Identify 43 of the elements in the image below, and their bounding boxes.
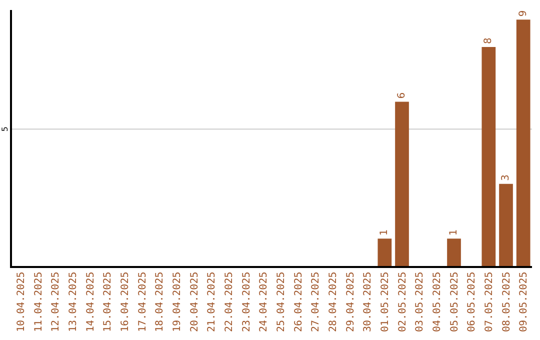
x-tick-label: 15.04.2025 <box>102 272 114 332</box>
bar <box>378 238 392 266</box>
x-tick-label: 22.04.2025 <box>224 272 235 332</box>
x-tick-label: 14.04.2025 <box>85 272 96 332</box>
bar <box>499 184 513 266</box>
x-tick-label: 29.04.2025 <box>345 272 356 332</box>
x-tick-label: 01.05.2025 <box>380 272 391 332</box>
bar <box>447 238 461 266</box>
bar <box>395 102 409 266</box>
x-tick-label: 06.05.2025 <box>466 272 478 332</box>
x-tick-label: 24.04.2025 <box>258 272 270 332</box>
x-tick-label: 11.04.2025 <box>33 272 44 332</box>
x-tick-label: 10.04.2025 <box>16 272 27 332</box>
x-tick-label: 21.04.2025 <box>206 272 218 332</box>
data-label: 9 <box>518 10 529 17</box>
data-label: 1 <box>448 229 460 236</box>
x-tick-label: 16.04.2025 <box>120 272 131 332</box>
x-tick-label: 04.05.2025 <box>432 272 443 332</box>
x-tick-label: 28.04.2025 <box>328 272 339 332</box>
bar <box>482 46 496 266</box>
x-tick-label: 30.04.2025 <box>362 272 374 332</box>
data-label: 8 <box>483 38 494 44</box>
bar <box>516 20 530 266</box>
x-tick-label: 26.04.2025 <box>293 272 304 332</box>
x-tick-label: 19.04.2025 <box>172 272 183 332</box>
x-tick-label: 03.05.2025 <box>414 272 426 332</box>
x-tick-label: 27.04.2025 <box>310 272 322 332</box>
data-label: 1 <box>379 229 390 236</box>
x-tick-label: 02.05.2025 <box>397 272 408 332</box>
x-tick-label: 12.04.2025 <box>50 272 62 332</box>
x-tick-label: 05.05.2025 <box>449 272 460 332</box>
data-label: 6 <box>396 92 408 99</box>
x-tick-label: 18.04.2025 <box>154 272 166 332</box>
x-tick-label: 20.04.2025 <box>189 272 200 332</box>
x-tick-label: 23.04.2025 <box>241 272 252 332</box>
data-label: 3 <box>500 174 512 181</box>
ref-line-label: 5 <box>0 126 10 132</box>
x-tick-label: 13.04.2025 <box>68 272 79 332</box>
x-tick-label: 17.04.2025 <box>137 272 148 332</box>
x-tick-label: 07.05.2025 <box>484 272 495 332</box>
x-tick-label: 09.05.2025 <box>518 272 530 332</box>
x-tick-label: 25.04.2025 <box>276 272 287 332</box>
x-tick-label: 08.05.2025 <box>501 272 512 332</box>
